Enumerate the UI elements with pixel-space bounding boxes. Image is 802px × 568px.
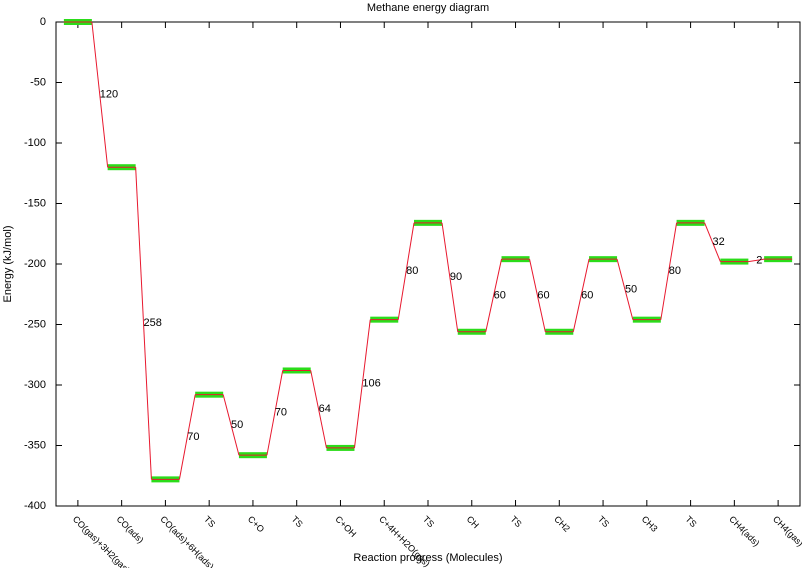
connector [91,21,109,168]
step-label: 258 [144,317,162,329]
connector [266,370,284,456]
connector [397,222,415,320]
connector [704,222,721,262]
x-tick-label: CH2 [552,514,572,534]
connector [353,319,371,448]
connector [616,259,634,320]
step-label: 60 [581,289,593,301]
connector [135,167,152,480]
x-tick-label: TS [596,514,611,529]
step-label: 50 [231,419,243,431]
connector [222,394,240,456]
x-tick-label: TS [290,514,305,529]
x-tick-label: CH4(ads) [727,514,761,548]
x-tick-label: TS [683,514,698,529]
y-tick-label: -350 [24,439,46,451]
y-tick-label: -300 [24,379,46,391]
step-label: 106 [362,378,380,390]
step-label: 70 [275,407,287,419]
connector [178,394,196,480]
step-label: 64 [319,403,331,415]
x-tick-label: CH4(gas) [771,514,802,548]
plot-frame [55,21,801,507]
connector [485,259,503,332]
y-tick-label: -200 [24,258,46,270]
x-tick-label: TS [202,514,217,529]
step-label: 90 [450,271,462,283]
connector [748,258,765,263]
y-tick-label: -100 [24,137,46,149]
x-tick-label: TS [421,514,436,529]
step-label: 120 [100,89,118,101]
y-tick-label: -400 [24,500,46,512]
y-tick-label: -150 [24,197,46,209]
x-tick-label: C+O [246,514,266,534]
connector [441,222,459,332]
connector [529,259,546,332]
connector [310,370,327,449]
x-tick-label: TS [508,514,523,529]
x-tick-label: CH [465,514,481,530]
step-label: 80 [406,265,418,277]
y-tick-label: -50 [30,76,46,88]
connector [572,259,590,332]
chart-title: Methane energy diagram [367,2,489,14]
step-label: 50 [625,283,637,295]
step-label: 70 [187,431,199,443]
x-tick-label: CH3 [640,514,660,534]
step-label: 32 [712,236,724,248]
y-tick-label: -250 [24,318,46,330]
x-tick-label: C+OH [333,514,358,539]
step-label: 60 [537,289,549,301]
x-tick-label: CO(ads) [115,514,146,545]
connector [660,222,678,320]
y-axis-label: Energy (kJ/mol) [2,225,14,302]
x-axis-label: Reaction progress (Molecules) [353,552,502,564]
step-label: 2 [756,254,762,266]
y-tick-label: 0 [40,16,46,28]
step-label: 80 [669,265,681,277]
step-label: 60 [494,289,506,301]
